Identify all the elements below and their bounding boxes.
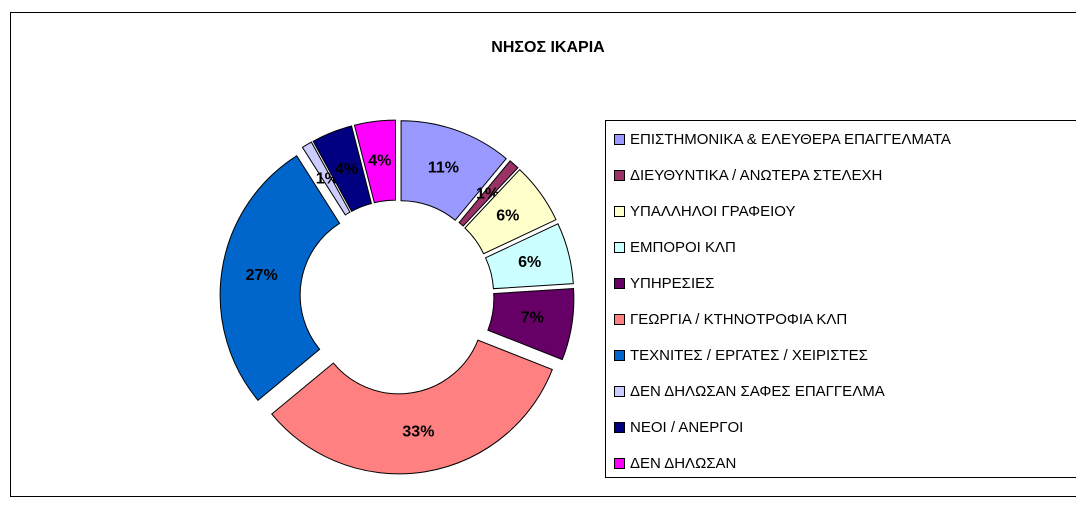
data-label: 6% bbox=[518, 254, 541, 271]
slice bbox=[458, 160, 519, 227]
legend-label: ΓΕΩΡΓΙΑ / ΚΤΗΝΟΤΡΟΦΙΑ ΚΛΠ bbox=[630, 311, 847, 328]
legend-label: ΝΕΟΙ / ΑΝΕΡΓΟΙ bbox=[630, 419, 743, 436]
legend-label: ΤΕΧΝΙΤΕΣ / ΕΡΓΑΤΕΣ / ΧΕΙΡΙΣΤΕΣ bbox=[630, 347, 868, 364]
legend-label: ΥΠΗΡΕΣΙΕΣ bbox=[630, 275, 714, 292]
slice bbox=[487, 287, 575, 361]
slice bbox=[219, 155, 341, 402]
legend-swatch bbox=[614, 242, 625, 253]
legend-label: ΕΜΠΟΡΟΙ ΚΛΠ bbox=[630, 239, 736, 256]
legend-swatch bbox=[614, 458, 625, 469]
legend-swatch bbox=[614, 206, 625, 217]
slice bbox=[312, 125, 373, 213]
legend-swatch bbox=[614, 170, 625, 181]
slice bbox=[301, 141, 351, 216]
data-label: 4% bbox=[368, 152, 391, 169]
legend-box bbox=[605, 120, 1076, 478]
legend-swatch bbox=[614, 386, 625, 397]
slice bbox=[400, 120, 507, 221]
legend-swatch bbox=[614, 134, 625, 145]
slice bbox=[353, 119, 396, 204]
legend-label: ΕΠΙΣΤΗΜΟΝΙΚΑ & ΕΛΕΥΘΕΡΑ ΕΠΑΓΓΕΛΜΑΤΑ bbox=[630, 131, 951, 148]
slice bbox=[271, 339, 553, 475]
data-label: 33% bbox=[402, 424, 434, 441]
legend-swatch bbox=[614, 350, 625, 361]
legend-label: ΔΙΕΥΘΥΝΤΙΚΑ / ΑΝΩΤΕΡΑ ΣΤΕΛΕΧΗ bbox=[630, 167, 882, 184]
slice bbox=[464, 168, 557, 255]
chart-title: ΝΗΣΟΣ ΙΚΑΡΙΑ bbox=[491, 39, 605, 56]
legend-label: ΔΕΝ ΔΗΛΩΣΑΝ bbox=[630, 455, 736, 472]
legend-label: ΥΠΑΛΛΗΛΟΙ ΓΡΑΦΕΙΟΥ bbox=[630, 203, 795, 220]
data-label: 27% bbox=[246, 267, 278, 284]
data-label: 4% bbox=[335, 161, 358, 178]
legend-swatch bbox=[614, 314, 625, 325]
data-label: 11% bbox=[428, 159, 459, 176]
data-label: 7% bbox=[521, 310, 544, 327]
legend-label: ΔΕΝ ΔΗΛΩΣΑΝ ΣΑΦΕΣ ΕΠΑΓΓΕΛΜΑ bbox=[630, 383, 885, 400]
slice bbox=[484, 223, 574, 290]
legend-swatch bbox=[614, 278, 625, 289]
legend-swatch bbox=[614, 422, 625, 433]
data-label: 6% bbox=[496, 208, 519, 225]
